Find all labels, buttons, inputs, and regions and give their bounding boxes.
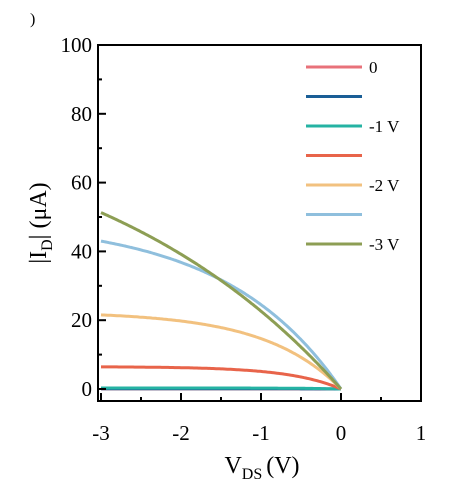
y-tick-label: 0	[82, 377, 93, 401]
legend-label-7: -3 V	[369, 235, 400, 254]
x-axis-title-unit: (V)	[266, 453, 299, 479]
x-axis-title-main: V	[224, 453, 242, 479]
x-axis-title: VDS (V)	[224, 453, 299, 480]
legend-label-1: 0	[369, 58, 378, 77]
x-axis-title-sub: DS	[242, 466, 262, 480]
x-tick-label: -3	[92, 421, 110, 445]
y-tick-label: 80	[71, 102, 92, 126]
y-axis-title-pre: |I	[26, 251, 52, 264]
x-tick-label: 0	[336, 421, 347, 445]
y-axis-title-sub: D	[39, 239, 56, 251]
series-line-7	[100, 211, 343, 390]
legend-label-3: -1 V	[369, 117, 400, 136]
y-tick-label: 20	[71, 308, 92, 332]
plot-frame	[97, 44, 422, 402]
y-axis-title: |ID| (μA)	[26, 182, 56, 263]
legend-label-5: -2 V	[369, 176, 400, 195]
series-line-5	[100, 313, 343, 391]
series-line-4	[101, 365, 342, 391]
x-tick-label: -2	[172, 421, 190, 445]
x-tick-label: -1	[252, 421, 270, 445]
y-tick-label: 40	[71, 239, 92, 263]
y-axis-title-post: | (μA)	[26, 182, 52, 239]
corner-mark: )	[30, 11, 35, 28]
legend: 0 -1 V -2 V -3 V	[306, 58, 400, 254]
series-line-3	[101, 386, 341, 391]
x-tick-label: 1	[416, 421, 427, 445]
y-tick-label: 100	[61, 33, 93, 57]
y-tick-label: 60	[71, 171, 92, 195]
series-layer	[100, 211, 343, 391]
